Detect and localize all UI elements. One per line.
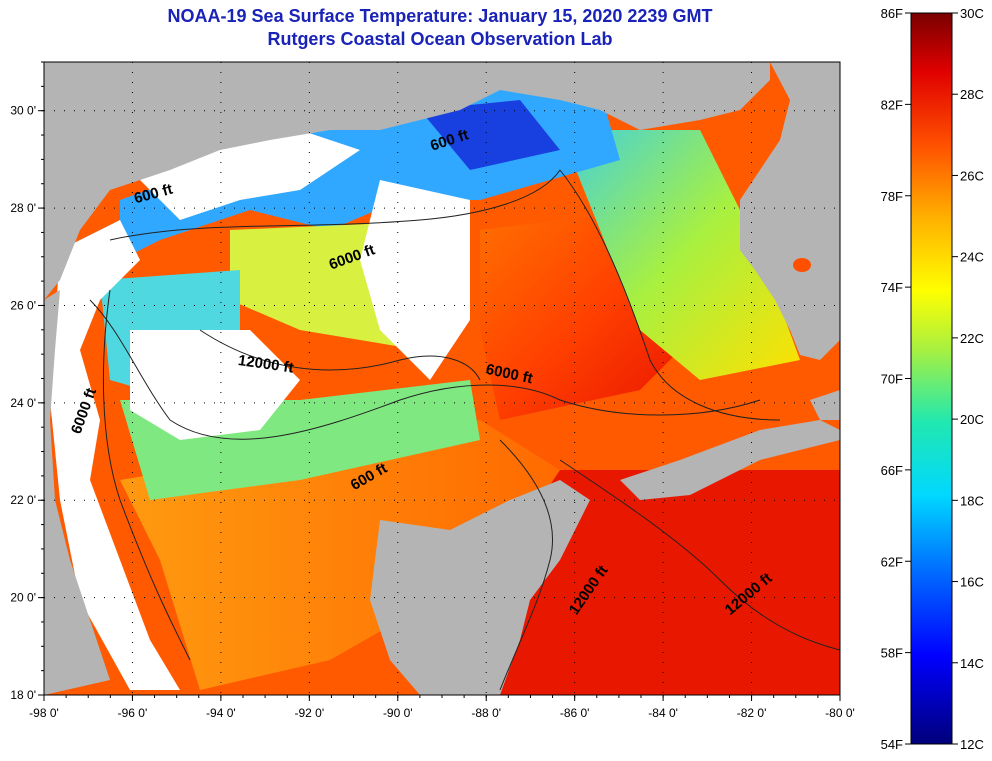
colorbar-f-label: 54F [881, 737, 903, 752]
lat-tick-label: 18 0' [10, 688, 36, 702]
colorbar-f-label: 66F [881, 463, 903, 478]
lat-tick-label: 28 0' [10, 201, 36, 215]
colorbar-gradient [910, 12, 953, 745]
colorbar-f-label: 82F [881, 97, 903, 112]
lat-tick-label: 20 0' [10, 591, 36, 605]
colorbar-c-label: 14C [960, 656, 984, 671]
colorbar-c-label: 28C [960, 87, 984, 102]
colorbar-c-label: 18C [960, 493, 984, 508]
title-line-2: Rutgers Coastal Ocean Observation Lab [267, 29, 613, 49]
lat-tick-label: 24 0' [10, 396, 36, 410]
lon-tick-label: -80 0' [825, 706, 855, 720]
colorbar-f-label: 78F [881, 189, 903, 204]
title-line-1: NOAA-19 Sea Surface Temperature: January… [167, 6, 713, 26]
colorbar-f-label: 74F [881, 280, 903, 295]
map-image [44, 62, 840, 695]
axis-ticks: 30 0' 28 0' 26 0' 24 0' 22 0' 20 0' 18 0' -98 0… [10, 61, 855, 720]
lon-tick-label: -94 0' [206, 706, 236, 720]
colorbar-f-label: 70F [881, 372, 903, 387]
colorbar-f-label: 58F [881, 646, 903, 661]
colorbar-celsius-labels: 30C 28C 26C 24C 22C 20C 18C 16C 14C 12C [952, 6, 984, 752]
colorbar-c-label: 16C [960, 575, 984, 590]
lat-tick-label: 30 0' [10, 104, 36, 118]
colorbar-f-label: 86F [881, 6, 903, 21]
colorbar-c-label: 20C [960, 412, 984, 427]
colorbar-c-label: 30C [960, 6, 984, 21]
colorbar-c-label: 12C [960, 737, 984, 752]
colorbar-c-label: 24C [960, 250, 984, 265]
lon-tick-label: -90 0' [383, 706, 413, 720]
lon-tick-label: -86 0' [560, 706, 590, 720]
lon-tick-label: -96 0' [118, 706, 148, 720]
lat-tick-label: 26 0' [10, 298, 36, 312]
colorbar-fahrenheit-labels: 86F 82F 78F 74F 70F 66F 62F 58F 54F [881, 6, 911, 752]
lon-tick-label: -84 0' [648, 706, 678, 720]
colorbar-c-label: 22C [960, 331, 984, 346]
colorbar: 86F 82F 78F 74F 70F 66F 62F 58F 54F 30C 28C 26C 24C… [881, 6, 984, 752]
lon-tick-label: -92 0' [295, 706, 325, 720]
colorbar-c-label: 26C [960, 168, 984, 183]
lat-tick-label: 22 0' [10, 493, 36, 507]
lon-tick-label: -98 0' [29, 706, 59, 720]
lon-tick-label: -88 0' [471, 706, 501, 720]
lon-tick-label: -82 0' [737, 706, 767, 720]
colorbar-f-label: 62F [881, 554, 903, 569]
